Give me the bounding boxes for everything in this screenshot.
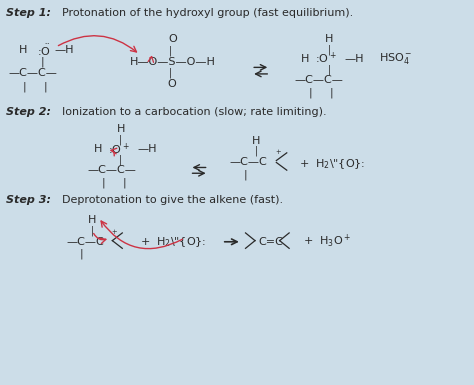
Text: H: H: [252, 136, 260, 146]
Text: |: |: [329, 88, 333, 99]
Text: $^+$: $^+$: [274, 149, 282, 159]
Text: —H: —H: [55, 45, 74, 55]
Text: O: O: [167, 79, 176, 89]
Text: $^+$: $^+$: [110, 229, 118, 239]
Text: |: |: [91, 226, 94, 236]
Text: |: |: [328, 45, 331, 55]
Text: Protonation of the hydroxyl group (fast equilibrium).: Protonation of the hydroxyl group (fast …: [62, 8, 353, 18]
Text: H: H: [301, 54, 310, 64]
Text: |: |: [102, 177, 106, 188]
Text: Ionization to a carbocation (slow; rate limiting).: Ionization to a carbocation (slow; rate …: [62, 107, 326, 117]
Text: :$\ddot{\mathrm{O}}$: :$\ddot{\mathrm{O}}$: [37, 42, 51, 58]
Text: |: |: [168, 45, 172, 56]
Text: H: H: [19, 45, 27, 55]
Text: Deprotonation to give the alkene (fast).: Deprotonation to give the alkene (fast).: [62, 195, 283, 205]
Text: |: |: [244, 170, 248, 181]
Text: H—O—S—O—H: H—O—S—O—H: [130, 57, 216, 67]
Text: C=C: C=C: [258, 237, 283, 247]
Text: $+$  H$_3$O$^+$: $+$ H$_3$O$^+$: [303, 233, 351, 250]
Text: $+$  H$_2$\"{O}:: $+$ H$_2$\"{O}:: [299, 157, 364, 171]
Text: |: |: [328, 65, 331, 75]
Text: —C—C: —C—C: [230, 157, 268, 167]
Text: :O$^+$: :O$^+$: [315, 51, 337, 66]
Text: —H: —H: [344, 54, 364, 64]
Text: Step 1:: Step 1:: [6, 8, 51, 18]
Text: :O$^+$: :O$^+$: [108, 142, 130, 157]
Text: —C—C: —C—C: [66, 237, 104, 247]
Text: HSO$_4^-$: HSO$_4^-$: [379, 51, 413, 66]
Text: |: |: [309, 88, 313, 99]
Text: $+$  H$_2$\"{O}:: $+$ H$_2$\"{O}:: [140, 235, 205, 249]
Text: Step 3:: Step 3:: [6, 195, 51, 205]
Text: H: H: [94, 144, 102, 154]
Text: |: |: [41, 56, 45, 67]
Text: |: |: [80, 249, 83, 259]
Text: —C—C—: —C—C—: [295, 75, 344, 85]
Text: O: O: [168, 33, 177, 44]
Text: —C—C—: —C—C—: [88, 165, 137, 175]
Text: —H: —H: [137, 144, 157, 154]
Text: |: |: [168, 68, 172, 79]
Text: |: |: [255, 146, 257, 156]
Text: H: H: [325, 33, 334, 44]
Text: |: |: [119, 154, 122, 165]
Text: |: |: [119, 134, 122, 145]
Text: |: |: [122, 177, 126, 188]
Text: H: H: [88, 215, 97, 225]
Text: |: |: [23, 81, 27, 92]
Text: Step 2:: Step 2:: [6, 107, 51, 117]
Text: H: H: [117, 124, 125, 134]
Text: —C—C—: —C—C—: [9, 68, 57, 78]
Text: |: |: [44, 81, 47, 92]
